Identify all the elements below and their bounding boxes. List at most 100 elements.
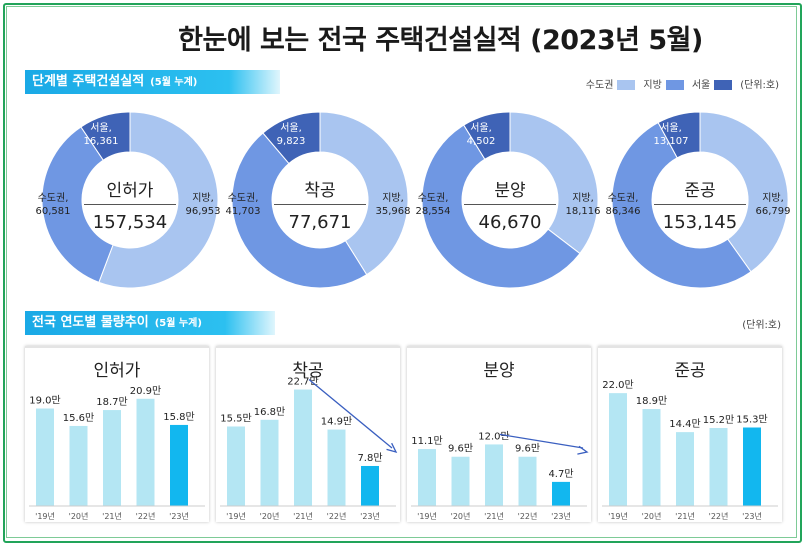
- slice-label-capital: 수도권, 28,554: [415, 193, 451, 217]
- bar-category-label: '19년: [608, 511, 628, 521]
- donut-complete: 수도권, 86,346 지방, 66,799 서울, 13,107 준공 153,145: [605, 100, 795, 296]
- trend-arrow: [308, 379, 393, 449]
- bar-card-start: 착공 15.5만 '19년 16.8만 '20년 22.7만 '21년 14.9만 '22년 7.…: [216, 346, 400, 522]
- bar: [103, 410, 121, 506]
- bar-value-label: 22.7만: [287, 376, 318, 388]
- bar-card-complete: 준공 22.0만 '19년 18.9만 '20년 14.4만 '21년 15.2만 '22년 15…: [598, 346, 782, 522]
- bar-value-label: 18.9만: [636, 395, 667, 407]
- bar-value-label: 4.7만: [548, 468, 573, 480]
- bar-card-sale-svg: 11.1만 '19년 9.6만 '20년 12.0만 '21년 9.6만 '22년 4.7만 '2…: [411, 430, 589, 521]
- slice-label-region: 지방, 96,953: [185, 193, 221, 217]
- bar: [676, 432, 694, 506]
- bar-card-title: 준공: [674, 361, 706, 381]
- slice-seoul: [80, 111, 131, 161]
- donut-center-total: 153,145: [662, 212, 738, 233]
- bar-value-label: 14.9만: [321, 416, 352, 428]
- slice-label-capital: 수도권, 41,703: [225, 193, 261, 217]
- bar-category-label: '23년: [742, 511, 762, 521]
- slice-capital: [611, 121, 752, 289]
- bar-category-label: '22년: [709, 511, 729, 521]
- legend-item-region: 지방: [643, 76, 684, 91]
- slice-seoul: [657, 111, 701, 159]
- donut-center-divider: [274, 204, 366, 205]
- bar-current: [170, 424, 188, 506]
- section-trend-label: 전국 연도별 물량추이 (5월 누계): [25, 311, 275, 335]
- bar-category-label: '21년: [102, 511, 122, 521]
- bar: [69, 425, 88, 506]
- bar-category-label: '20년: [69, 511, 89, 521]
- bar-category-label: '22년: [518, 511, 538, 521]
- slice-label-region: 지방, 35,968: [375, 193, 411, 217]
- bar: [642, 409, 661, 506]
- bar: [518, 456, 537, 506]
- bar-value-label: 9.6만: [448, 443, 473, 455]
- bar-value-label: 22.0만: [602, 379, 633, 391]
- donut-complete-svg: [611, 111, 789, 289]
- bar-category-label: '23년: [169, 511, 189, 521]
- bar-value-label: 15.8만: [163, 411, 194, 423]
- bar-category-label: '23년: [360, 511, 380, 521]
- bar-category-label: '22년: [327, 511, 347, 521]
- bar-card-title: 착공: [292, 361, 324, 381]
- slice-label-region: 지방, 18,116: [565, 193, 601, 217]
- bar-card-permit: 인허가 19.0만 '19년 15.6만 '20년 18.7만 '21년 20.9만 '22년 1…: [25, 346, 209, 522]
- donut-center-title: 준공: [684, 181, 716, 201]
- legend: 수도권 지방 서울 (단위:호): [586, 76, 779, 91]
- bar-value-label: 14.4만: [669, 418, 700, 430]
- bar-category-label: '22년: [136, 511, 156, 521]
- donut-sale-svg: [421, 111, 599, 289]
- slice-label-capital: 수도권, 86,346: [605, 193, 641, 217]
- donut-center-total: 77,671: [288, 212, 352, 233]
- bar-value-label: 15.3만: [736, 414, 767, 426]
- bar-category-label: '20년: [451, 511, 471, 521]
- donut-permit: 수도권, 60,581 지방, 96,953 서울, 16,361 인허가 157,53…: [35, 100, 225, 296]
- slice-label-seoul: 서울, 9,823: [276, 123, 306, 147]
- trend-unit: (단위:호): [742, 320, 781, 331]
- bar-category-label: '19년: [417, 511, 437, 521]
- bar-category-label: '19년: [226, 511, 246, 521]
- bar-value-label: 9.6만: [515, 443, 540, 455]
- bar-category-label: '20년: [642, 511, 662, 521]
- donut-start: 수도권, 41,703 지방, 35,968 서울, 9,823 착공 77,671: [225, 100, 415, 296]
- legend-item-seoul: 서울: [692, 76, 733, 91]
- slice-label-seoul: 서울, 4,502: [466, 123, 496, 147]
- donut-sale: 수도권, 28,554 지방, 18,116 서울, 4,502 분양 46,670: [415, 100, 605, 296]
- slice-capital: [231, 132, 368, 289]
- bar: [36, 408, 54, 506]
- bar-value-label: 15.2만: [703, 414, 734, 426]
- bar-value-label: 15.6만: [63, 412, 94, 424]
- bar-category-label: '19년: [35, 511, 55, 521]
- slice-capital: [421, 124, 581, 289]
- donut-center-total: 46,670: [478, 212, 542, 233]
- donut-center-title: 분양: [494, 181, 526, 201]
- slice-seoul: [463, 111, 511, 160]
- bar-card-title: 인허가: [93, 361, 141, 381]
- bar-category-label: '21년: [484, 511, 504, 521]
- donut-center-divider: [84, 204, 176, 205]
- legend-item-capital: 수도권: [586, 76, 636, 91]
- bar-current: [743, 427, 761, 506]
- donut-permit-svg: [41, 111, 219, 289]
- bar: [227, 426, 245, 506]
- bar: [485, 444, 503, 506]
- legend-unit: (단위:호): [740, 80, 779, 91]
- bar-value-label: 7.8만: [357, 452, 382, 464]
- bar-card-permit-svg: 19.0만 '19년 15.6만 '20년 18.7만 '21년 20.9만 '22년 15.8…: [29, 385, 205, 521]
- bar: [294, 389, 312, 506]
- bar-card-sale: 분양 11.1만 '19년 9.6만 '20년 12.0만 '21년 9.6만 '22년 4.7만…: [407, 346, 591, 522]
- bar-category-label: '23년: [551, 511, 571, 521]
- bar-value-label: 11.1만: [411, 435, 442, 447]
- slice-region: [699, 111, 789, 273]
- donut-start-svg: [231, 111, 409, 289]
- bar-current: [361, 465, 379, 506]
- inner-frame: [6, 6, 797, 538]
- slice-capital: [41, 126, 114, 283]
- bar-category-label: '21년: [675, 511, 695, 521]
- slice-region: [319, 111, 409, 276]
- bar-value-label: 19.0만: [29, 395, 60, 407]
- bar-value-label: 15.5만: [220, 412, 251, 424]
- slice-label-capital: 수도권, 60,581: [35, 193, 71, 217]
- bar-value-label: 20.9만: [130, 385, 161, 397]
- bar-current: [552, 481, 570, 506]
- slice-region: [509, 111, 599, 255]
